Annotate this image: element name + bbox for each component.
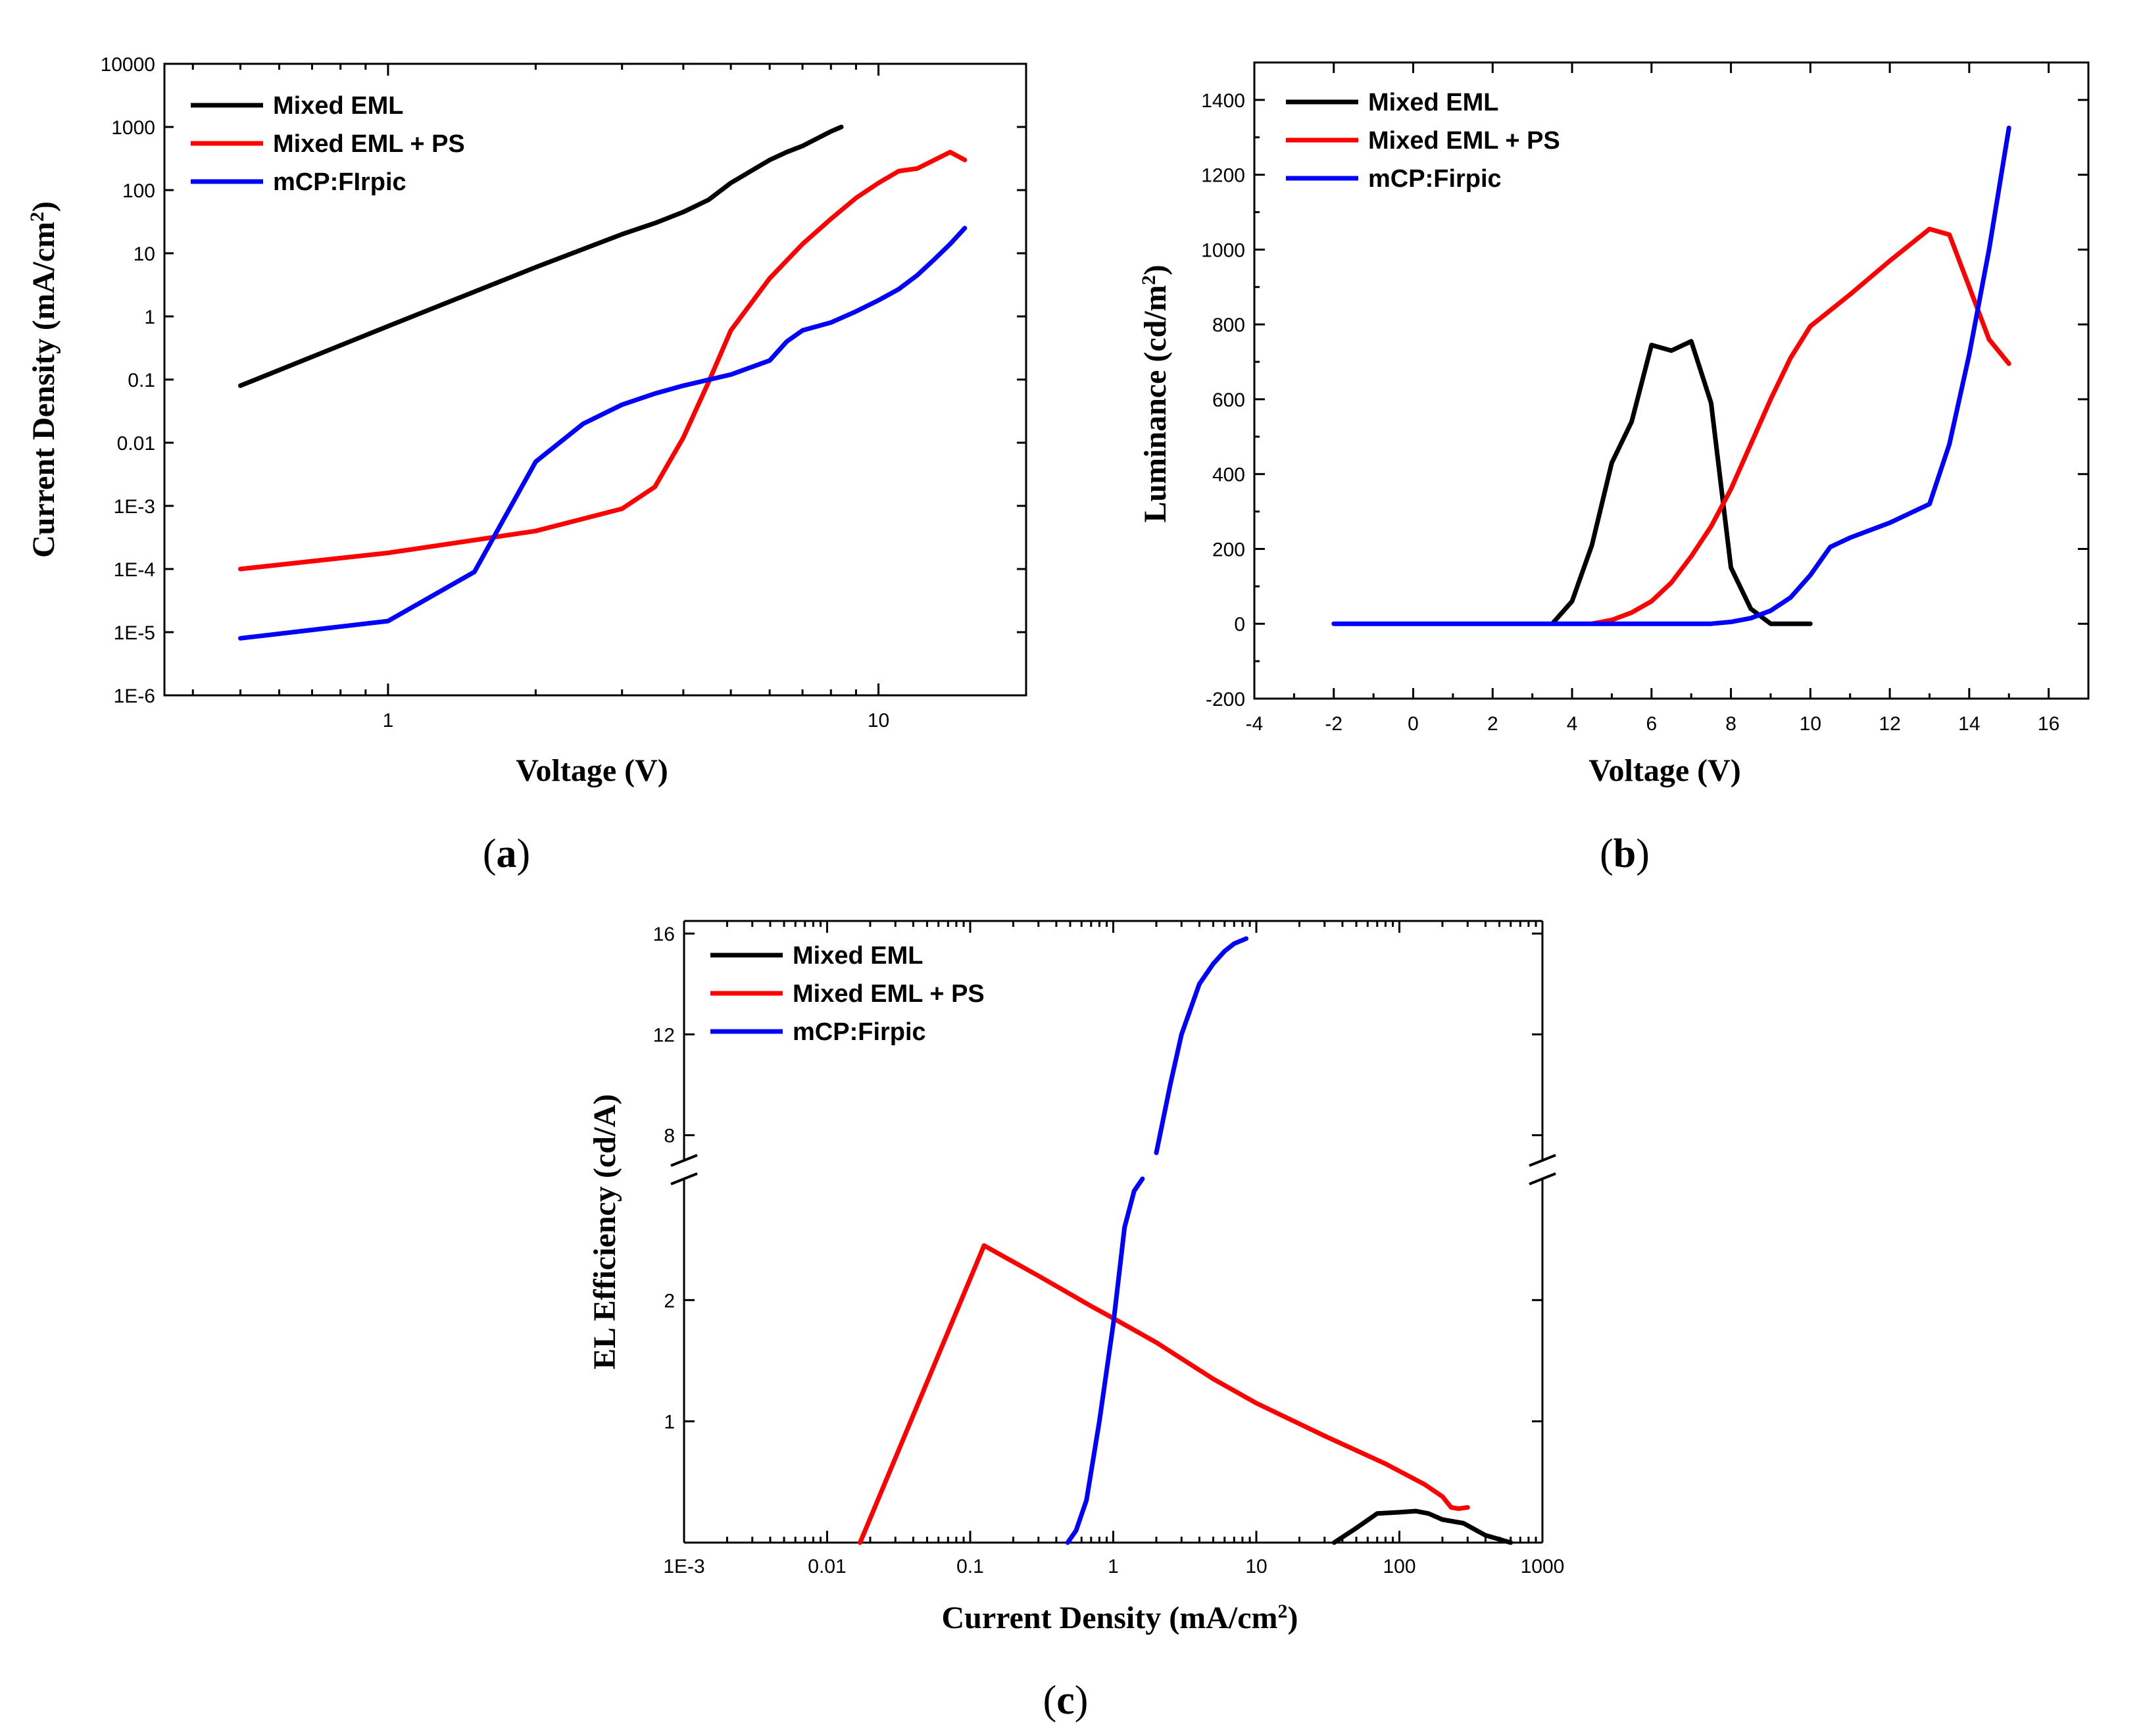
legend-entry: Mixed EML [793,942,923,970]
y-tick-label: 100 [122,180,155,202]
y-tick-label: 0 [1234,614,1245,635]
x-tick-label: -2 [1325,713,1342,735]
x-tick-label: 10 [1800,713,1821,735]
x-tick-label: 4 [1567,713,1578,735]
legend-entry: Mixed EML + PS [1368,127,1560,155]
x-tick-label: 8 [1725,713,1736,735]
panel-label-a: (a) [483,831,530,876]
x-tick-label: 100 [1383,1556,1415,1577]
x-axis-title: Voltage (V) [516,753,668,788]
x-axis-title: Current Density (mA/cm2) [942,1600,1298,1636]
y-axis-title: Current Density (mA/cm2) [26,201,62,558]
y-tick-label: 16 [653,924,675,945]
y-tick-label: 10000 [101,54,155,76]
x-tick-label: 10 [868,710,889,732]
y-tick-label: 1E-5 [114,622,155,644]
y-tick-label: -200 [1206,689,1245,710]
series-line [1154,936,1249,1155]
legend-entry: mCP:Firpic [1368,165,1502,193]
axis-break-mark [670,1172,698,1185]
x-tick-label: 1000 [1521,1556,1565,1577]
y-tick-label: 0.1 [128,370,155,391]
x-tick-label: 1E-3 [663,1556,704,1577]
x-tick-label: 1 [1108,1556,1119,1577]
x-tick-label: 2 [1487,713,1498,735]
chart-a: 10000 1000 100 10 1 0.1 0.01 1E-3 1E-4 1E-5 1E-6 1 1… [26,54,1027,788]
plot-frame [1253,61,2090,700]
legend-entry: Mixed EML [1368,89,1498,116]
y-tick-label: 12 [653,1024,675,1046]
y-tick-label: 800 [1212,314,1245,336]
legend-entry: mCP:Firpic [793,1018,926,1046]
series-line [858,1243,1470,1545]
y-tick-label: 1000 [111,117,155,139]
x-tick-label: 12 [1879,713,1900,735]
y-tick-label: 400 [1212,464,1245,486]
axis-break-mark [1529,1172,1556,1185]
series-line [1589,226,2011,626]
y-tick-label: 1 [144,307,155,328]
x-tick-label: 0.01 [808,1556,846,1577]
y-tick-label: 0.01 [117,433,155,455]
axis-break-mark [1529,1154,1556,1167]
legend-entry: Mixed EML + PS [273,130,465,158]
plot-frame [163,62,1027,697]
panel-label-b: (b) [1600,831,1650,876]
legend-entry: Mixed EML + PS [793,980,985,1008]
y-axis-title: EL Efficiency (cd/A) [587,1094,622,1370]
x-axis-title: Voltage (V) [1588,753,1741,788]
x-tick-label: 10 [1245,1556,1267,1577]
series-line [238,124,844,388]
y-tick-label: 1200 [1201,165,1245,187]
chart-b: -200 0 200 400 600 800 1000 1200 1400 -4 -2 0 2 4 6 8 10… [1138,61,2090,788]
axis-break-mark [670,1154,698,1167]
y-tick-label: 1E-6 [114,685,155,707]
series-line [1331,126,2011,626]
series-line [1065,1176,1145,1545]
y-tick-label: 8 [664,1126,675,1147]
series-line [238,149,968,572]
series-line [238,226,968,641]
series-line [1331,1508,1513,1545]
y-axis-title: Luminance (cd/m2) [1138,264,1173,522]
y-tick-label: 200 [1212,539,1245,560]
panel-label-c: (c) [1043,1678,1089,1723]
x-tick-label: 0 [1408,713,1419,735]
y-tick-label: 2 [664,1290,675,1312]
x-tick-label: 1 [383,710,394,732]
x-tick-label: 14 [1958,713,1980,735]
y-tick-label: 1 [664,1412,675,1433]
y-tick-label: 1E-4 [114,559,155,581]
x-tick-label: -4 [1246,713,1264,735]
y-tick-label: 1000 [1201,239,1245,261]
y-tick-label: 1E-3 [114,496,155,518]
y-tick-label: 10 [134,243,155,265]
x-tick-label: 16 [2038,713,2059,735]
y-tick-label: 600 [1212,389,1245,411]
legend-entry: mCP:FIrpic [273,168,406,196]
y-tick-label: 1400 [1201,90,1245,112]
x-tick-label: 0.1 [956,1556,984,1577]
legend-entry: Mixed EML [273,92,403,120]
x-tick-label: 6 [1646,713,1657,735]
series-line [1550,339,1813,626]
